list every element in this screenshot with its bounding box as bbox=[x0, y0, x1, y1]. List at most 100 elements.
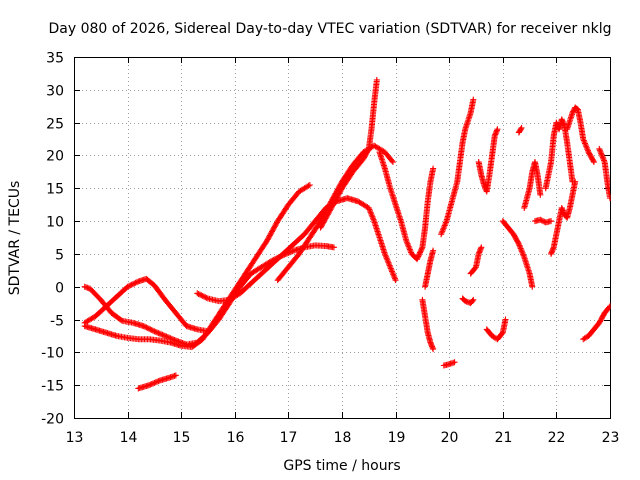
data-point bbox=[273, 220, 280, 227]
data-point bbox=[470, 296, 477, 303]
x-tick-label: 13 bbox=[66, 430, 84, 446]
data-point bbox=[320, 219, 327, 226]
data-point bbox=[572, 178, 579, 185]
data-point bbox=[470, 96, 477, 103]
grid-layer bbox=[74, 57, 610, 418]
data-point bbox=[203, 294, 210, 301]
data-point bbox=[271, 224, 278, 231]
data-point bbox=[498, 330, 505, 337]
data-point bbox=[266, 232, 273, 239]
data-point bbox=[415, 252, 422, 259]
x-tick-label: 16 bbox=[227, 430, 245, 446]
data-point bbox=[147, 326, 154, 333]
data-point bbox=[324, 211, 331, 218]
data-point bbox=[365, 147, 372, 154]
data-point bbox=[146, 382, 153, 389]
data-point bbox=[202, 294, 209, 301]
data-point bbox=[590, 157, 597, 164]
data-point bbox=[144, 325, 151, 332]
data-point bbox=[327, 206, 334, 213]
data-point bbox=[150, 380, 157, 387]
x-tick-label: 19 bbox=[388, 430, 406, 446]
data-point bbox=[332, 197, 339, 204]
data-point bbox=[417, 249, 424, 256]
data-point bbox=[418, 246, 425, 253]
data-point bbox=[430, 165, 437, 172]
data-point bbox=[430, 346, 437, 353]
data-point bbox=[538, 217, 545, 224]
data-point bbox=[330, 244, 337, 251]
data-point bbox=[172, 372, 179, 379]
data-point bbox=[159, 331, 166, 338]
data-point bbox=[540, 218, 546, 225]
data-point bbox=[537, 191, 544, 198]
y-tick-label: -20 bbox=[41, 412, 64, 428]
data-point bbox=[321, 218, 328, 225]
data-point bbox=[125, 283, 132, 290]
x-tick-label: 23 bbox=[602, 430, 620, 446]
data-point bbox=[494, 126, 501, 133]
data-point bbox=[548, 218, 555, 225]
data-point bbox=[515, 239, 522, 246]
data-point bbox=[469, 297, 476, 304]
data-point bbox=[326, 208, 333, 215]
x-axis-title: GPS time / hours bbox=[283, 458, 400, 474]
data-point bbox=[267, 231, 274, 238]
x-tick-label: 18 bbox=[334, 430, 352, 446]
data-point bbox=[478, 244, 485, 251]
data-point bbox=[418, 245, 425, 252]
tick-layer: 13 14 15 16 17 18 19 20 21 22 23 -20 -15 -10 -5 0 5 10 15 2… bbox=[41, 51, 619, 447]
data-point bbox=[271, 223, 278, 230]
data-point bbox=[606, 304, 610, 311]
data-point bbox=[373, 76, 380, 83]
x-tick-label: 15 bbox=[173, 430, 191, 446]
data-point bbox=[266, 233, 273, 240]
y-tick-label: 15 bbox=[46, 182, 64, 198]
y-tick-label: 30 bbox=[46, 84, 64, 100]
y-axis-title: SDTVAR / TECUs bbox=[7, 181, 23, 296]
data-point bbox=[155, 330, 162, 337]
data-point bbox=[146, 325, 153, 332]
x-tick-label: 14 bbox=[120, 430, 138, 446]
data-point bbox=[152, 328, 159, 335]
data-point bbox=[336, 190, 343, 197]
y-tick-label: 20 bbox=[46, 149, 64, 165]
data-point bbox=[132, 279, 139, 286]
data-point bbox=[323, 212, 330, 219]
data-point bbox=[331, 198, 338, 205]
data-point bbox=[268, 228, 275, 235]
data-point bbox=[604, 181, 610, 188]
data-point bbox=[317, 224, 324, 231]
data-point bbox=[331, 199, 338, 206]
data-point bbox=[154, 378, 161, 385]
data-point bbox=[417, 248, 424, 255]
data-point bbox=[160, 332, 167, 339]
data-point bbox=[326, 207, 333, 214]
data-point bbox=[147, 381, 154, 388]
data-point bbox=[156, 330, 163, 337]
data-point bbox=[198, 292, 205, 299]
data-point bbox=[323, 214, 330, 221]
data-point bbox=[569, 109, 576, 116]
data-point bbox=[388, 157, 395, 164]
data-point bbox=[328, 203, 335, 210]
data-point bbox=[336, 189, 343, 196]
y-tick-label: 35 bbox=[46, 51, 64, 67]
data-point bbox=[502, 316, 509, 323]
marker-layer bbox=[81, 76, 611, 392]
data-point bbox=[529, 283, 536, 290]
data-point bbox=[148, 381, 155, 388]
data-point bbox=[151, 328, 158, 335]
x-tick-label: 20 bbox=[441, 430, 459, 446]
data-point bbox=[200, 293, 207, 300]
data-point bbox=[318, 223, 325, 230]
data-point bbox=[472, 265, 479, 272]
data-point bbox=[334, 193, 341, 200]
data-point bbox=[389, 159, 396, 166]
data-point bbox=[333, 195, 340, 202]
data-point bbox=[118, 316, 125, 323]
data-point bbox=[337, 187, 344, 194]
data-point bbox=[319, 220, 326, 227]
data-point bbox=[305, 182, 312, 189]
